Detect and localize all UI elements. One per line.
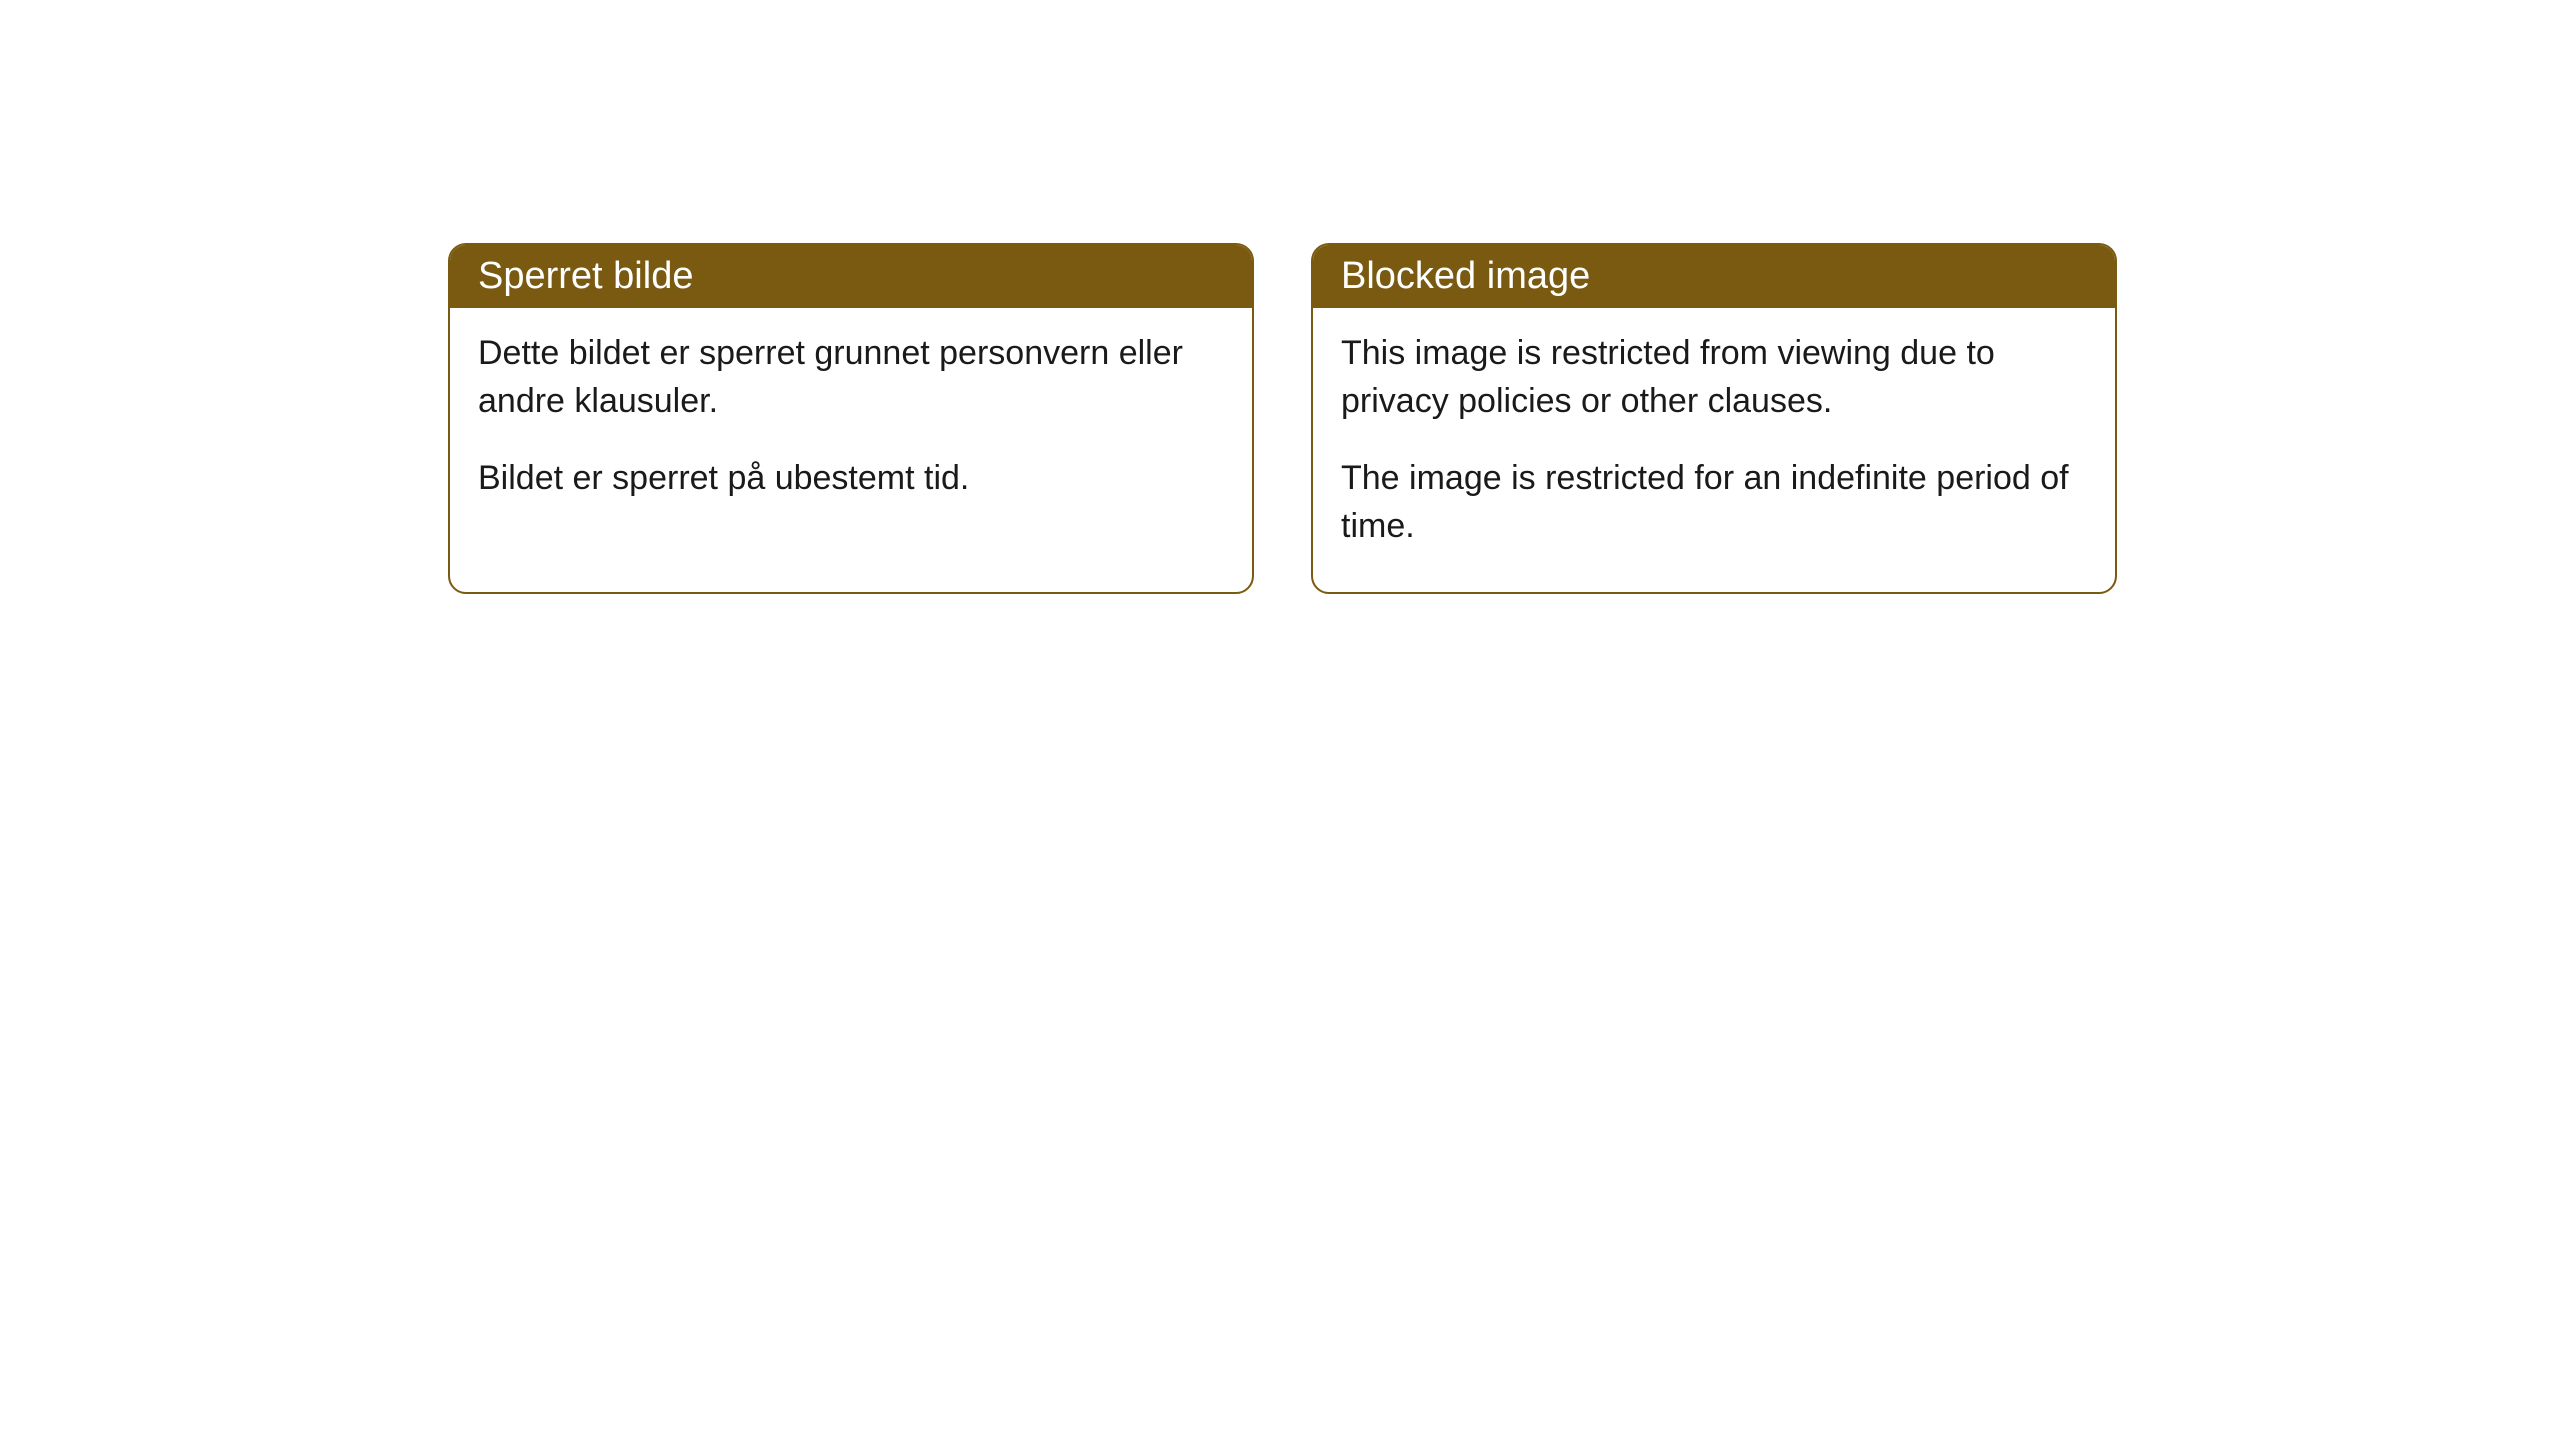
blocked-image-card-english: Blocked image This image is restricted f… bbox=[1311, 243, 2117, 594]
card-header-english: Blocked image bbox=[1313, 245, 2115, 308]
blocked-image-card-norwegian: Sperret bilde Dette bildet er sperret gr… bbox=[448, 243, 1254, 594]
card-text-norwegian-2: Bildet er sperret på ubestemt tid. bbox=[478, 455, 1224, 503]
card-text-norwegian-1: Dette bildet er sperret grunnet personve… bbox=[478, 330, 1224, 425]
notice-cards-container: Sperret bilde Dette bildet er sperret gr… bbox=[448, 243, 2117, 594]
card-header-norwegian: Sperret bilde bbox=[450, 245, 1252, 308]
card-text-english-1: This image is restricted from viewing du… bbox=[1341, 330, 2087, 425]
card-body-norwegian: Dette bildet er sperret grunnet personve… bbox=[450, 308, 1252, 545]
card-text-english-2: The image is restricted for an indefinit… bbox=[1341, 455, 2087, 550]
card-body-english: This image is restricted from viewing du… bbox=[1313, 308, 2115, 592]
